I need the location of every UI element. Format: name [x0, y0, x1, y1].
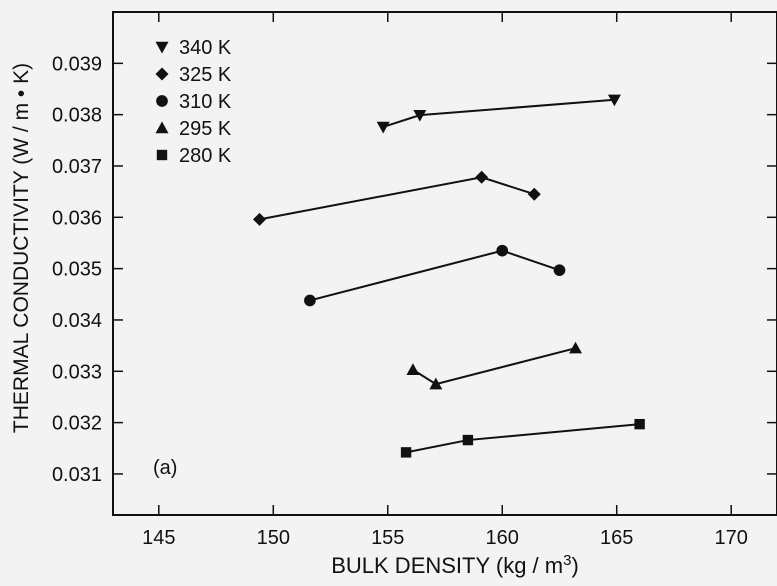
- series-point-3-1: [429, 377, 443, 390]
- series-line-2: [309, 249, 560, 302]
- x-tick-label-145: 145: [142, 527, 175, 549]
- series-point-3-0: [406, 363, 420, 375]
- x-axis-label-superscript: 3: [563, 552, 571, 569]
- legend-label-2: 310 K: [179, 91, 232, 113]
- x-axis-label-suffix: ): [571, 553, 578, 578]
- legend-label-4: 280 K: [179, 145, 232, 167]
- series-point-0-0: [376, 121, 390, 134]
- legend-marker-4: [156, 149, 168, 161]
- y-tick-label-0.033: 0.033: [52, 361, 102, 383]
- series-point-0-2: [607, 94, 621, 107]
- x-tick-label-165: 165: [600, 527, 633, 549]
- series-point-2-2: [553, 264, 566, 277]
- series-point-4-0: [400, 447, 412, 458]
- legend-label-0: 340 K: [179, 37, 232, 59]
- legend-marker-0: [155, 41, 169, 54]
- y-tick-label-0.038: 0.038: [52, 105, 102, 127]
- ticks-layer: 145 150 155 160 165 170 0.031 0.032 0.033 0.034 0.…: [52, 12, 777, 549]
- series-point-2-1: [496, 244, 509, 257]
- y-tick-label-0.031: 0.031: [52, 464, 102, 486]
- series-point-0-1: [413, 109, 427, 122]
- legend-marker-1: [155, 67, 169, 81]
- y-tick-label-0.035: 0.035: [52, 259, 102, 281]
- series-point-1-2: [527, 187, 541, 201]
- y-tick-label-0.036: 0.036: [52, 207, 102, 229]
- series-layer: [253, 94, 645, 458]
- legend-label-1: 325 K: [179, 64, 232, 86]
- series-point-4-1: [462, 434, 474, 446]
- x-axis-label: BULK DENSITY (kg / m3): [331, 552, 579, 578]
- series-point-1-0: [253, 212, 267, 226]
- legend-marker-3: [155, 121, 169, 134]
- series-line-4: [405, 423, 640, 454]
- x-tick-label-150: 150: [257, 527, 290, 549]
- series-point-3-2: [569, 341, 583, 354]
- y-tick-label-0.039: 0.039: [52, 53, 102, 75]
- x-tick-label-155: 155: [371, 527, 404, 549]
- legend-marker-2: [156, 95, 168, 107]
- series-line-1: [259, 176, 535, 221]
- x-axis-label-main: BULK DENSITY (kg / m: [331, 553, 563, 578]
- series-point-2-0: [304, 294, 316, 307]
- series-line-3: [412, 347, 576, 386]
- plot-frame: [112, 11, 777, 516]
- x-tick-label-170: 170: [715, 527, 748, 549]
- legend-label-3: 295 K: [179, 118, 232, 140]
- y-axis-label: THERMAL CONDUCTIVITY (W / m • K): [10, 63, 33, 433]
- y-tick-label-0.034: 0.034: [52, 310, 102, 332]
- annotation-label: (a): [153, 457, 177, 479]
- x-tick-label-160: 160: [486, 527, 519, 549]
- legend: 340 K 325 K 310 K 295 K 280 K: [155, 37, 232, 167]
- y-tick-label-0.032: 0.032: [52, 413, 102, 435]
- y-tick-label-0.037: 0.037: [52, 156, 102, 178]
- series-point-4-2: [634, 418, 645, 430]
- series-point-1-1: [475, 170, 489, 184]
